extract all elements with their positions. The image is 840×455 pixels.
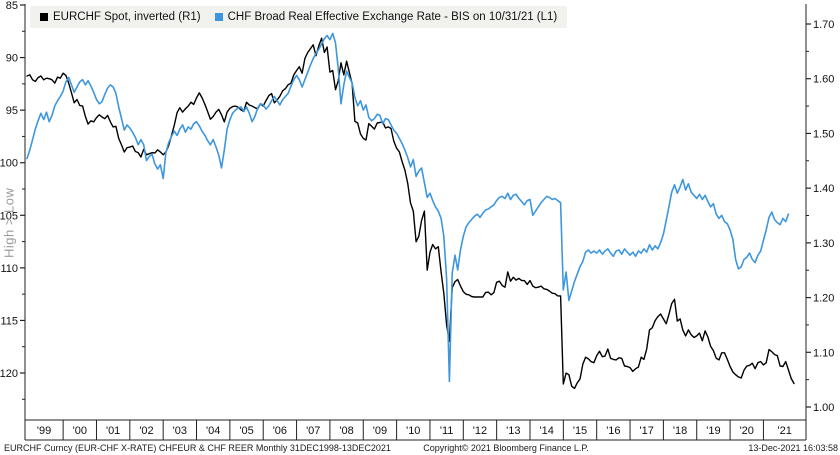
right-axis-tick-label: 1.60 bbox=[813, 74, 834, 86]
year-label: '07 bbox=[306, 425, 320, 437]
year-label: '08 bbox=[339, 425, 353, 437]
legend-item-eurchf: EURCHF Spot, inverted (R1) bbox=[40, 11, 201, 23]
year-label: '13 bbox=[506, 425, 520, 437]
left-axis-tick-label: 115 bbox=[0, 315, 18, 327]
year-label: '19 bbox=[706, 425, 720, 437]
year-label: '01 bbox=[106, 425, 120, 437]
legend-label-reer: CHF Broad Real Effective Exchange Rate -… bbox=[227, 11, 558, 23]
left-axis-orientation-label: High > Low bbox=[1, 187, 17, 259]
year-label: '06 bbox=[273, 425, 287, 437]
legend-label-eurchf: EURCHF Spot, inverted (R1) bbox=[53, 11, 201, 23]
left-axis-tick-label: 105 bbox=[0, 210, 18, 222]
reer-series-swatch-icon bbox=[214, 13, 223, 21]
year-label: '03 bbox=[173, 425, 187, 437]
year-label: '18 bbox=[673, 425, 687, 437]
year-label: '00 bbox=[73, 425, 87, 437]
year-label: '12 bbox=[473, 425, 487, 437]
left-axis-tick-label: 100 bbox=[0, 158, 18, 170]
chart-legend: EURCHF Spot, inverted (R1) CHF Broad Rea… bbox=[30, 6, 568, 28]
year-label: '05 bbox=[239, 425, 253, 437]
left-axis-tick-label: 85 bbox=[6, 0, 18, 12]
year-label: '11 bbox=[440, 425, 454, 437]
year-label: '04 bbox=[206, 425, 220, 437]
footer-timestamp: 13-Dec-2021 16:03:58 bbox=[748, 443, 838, 453]
right-axis-tick-label: 1.00 bbox=[813, 402, 834, 414]
left-axis-tick-label: 90 bbox=[6, 53, 18, 65]
eurchf-series-swatch-icon bbox=[40, 13, 48, 21]
series-line-eurchf bbox=[26, 37, 795, 390]
year-label: '10 bbox=[406, 425, 420, 437]
right-axis-tick-label: 1.50 bbox=[813, 128, 834, 140]
legend-item-reer: CHF Broad Real Effective Exchange Rate -… bbox=[214, 11, 558, 23]
chart-footer: EURCHF Curncy (EUR-CHF X-RATE) CHFEUR & … bbox=[0, 442, 840, 455]
footer-copyright: Copyright© 2021 Bloomberg Finance L.P. bbox=[423, 443, 589, 453]
right-axis-tick-label: 1.10 bbox=[813, 347, 834, 359]
year-label: '17 bbox=[640, 425, 654, 437]
left-axis-tick-label: 110 bbox=[0, 263, 18, 275]
footer-security-info: EURCHF Curncy (EUR-CHF X-RATE) CHFEUR & … bbox=[4, 443, 391, 453]
year-label: '21 bbox=[778, 425, 792, 437]
year-label: '20 bbox=[740, 425, 754, 437]
year-label: '09 bbox=[373, 425, 387, 437]
right-axis-tick-label: 1.40 bbox=[813, 183, 834, 195]
year-label: '14 bbox=[539, 425, 553, 437]
right-axis-tick-label: 1.30 bbox=[813, 238, 834, 250]
series-line-reer bbox=[26, 32, 790, 383]
year-label: '02 bbox=[139, 425, 153, 437]
year-label: '99 bbox=[37, 425, 51, 437]
year-label: '16 bbox=[606, 425, 620, 437]
left-axis-tick-label: 120 bbox=[0, 368, 18, 380]
year-label: '15 bbox=[573, 425, 587, 437]
right-axis-tick-label: 1.20 bbox=[813, 293, 834, 305]
right-axis-tick-label: 1.70 bbox=[813, 19, 834, 31]
left-axis-tick-label: 95 bbox=[6, 105, 18, 117]
